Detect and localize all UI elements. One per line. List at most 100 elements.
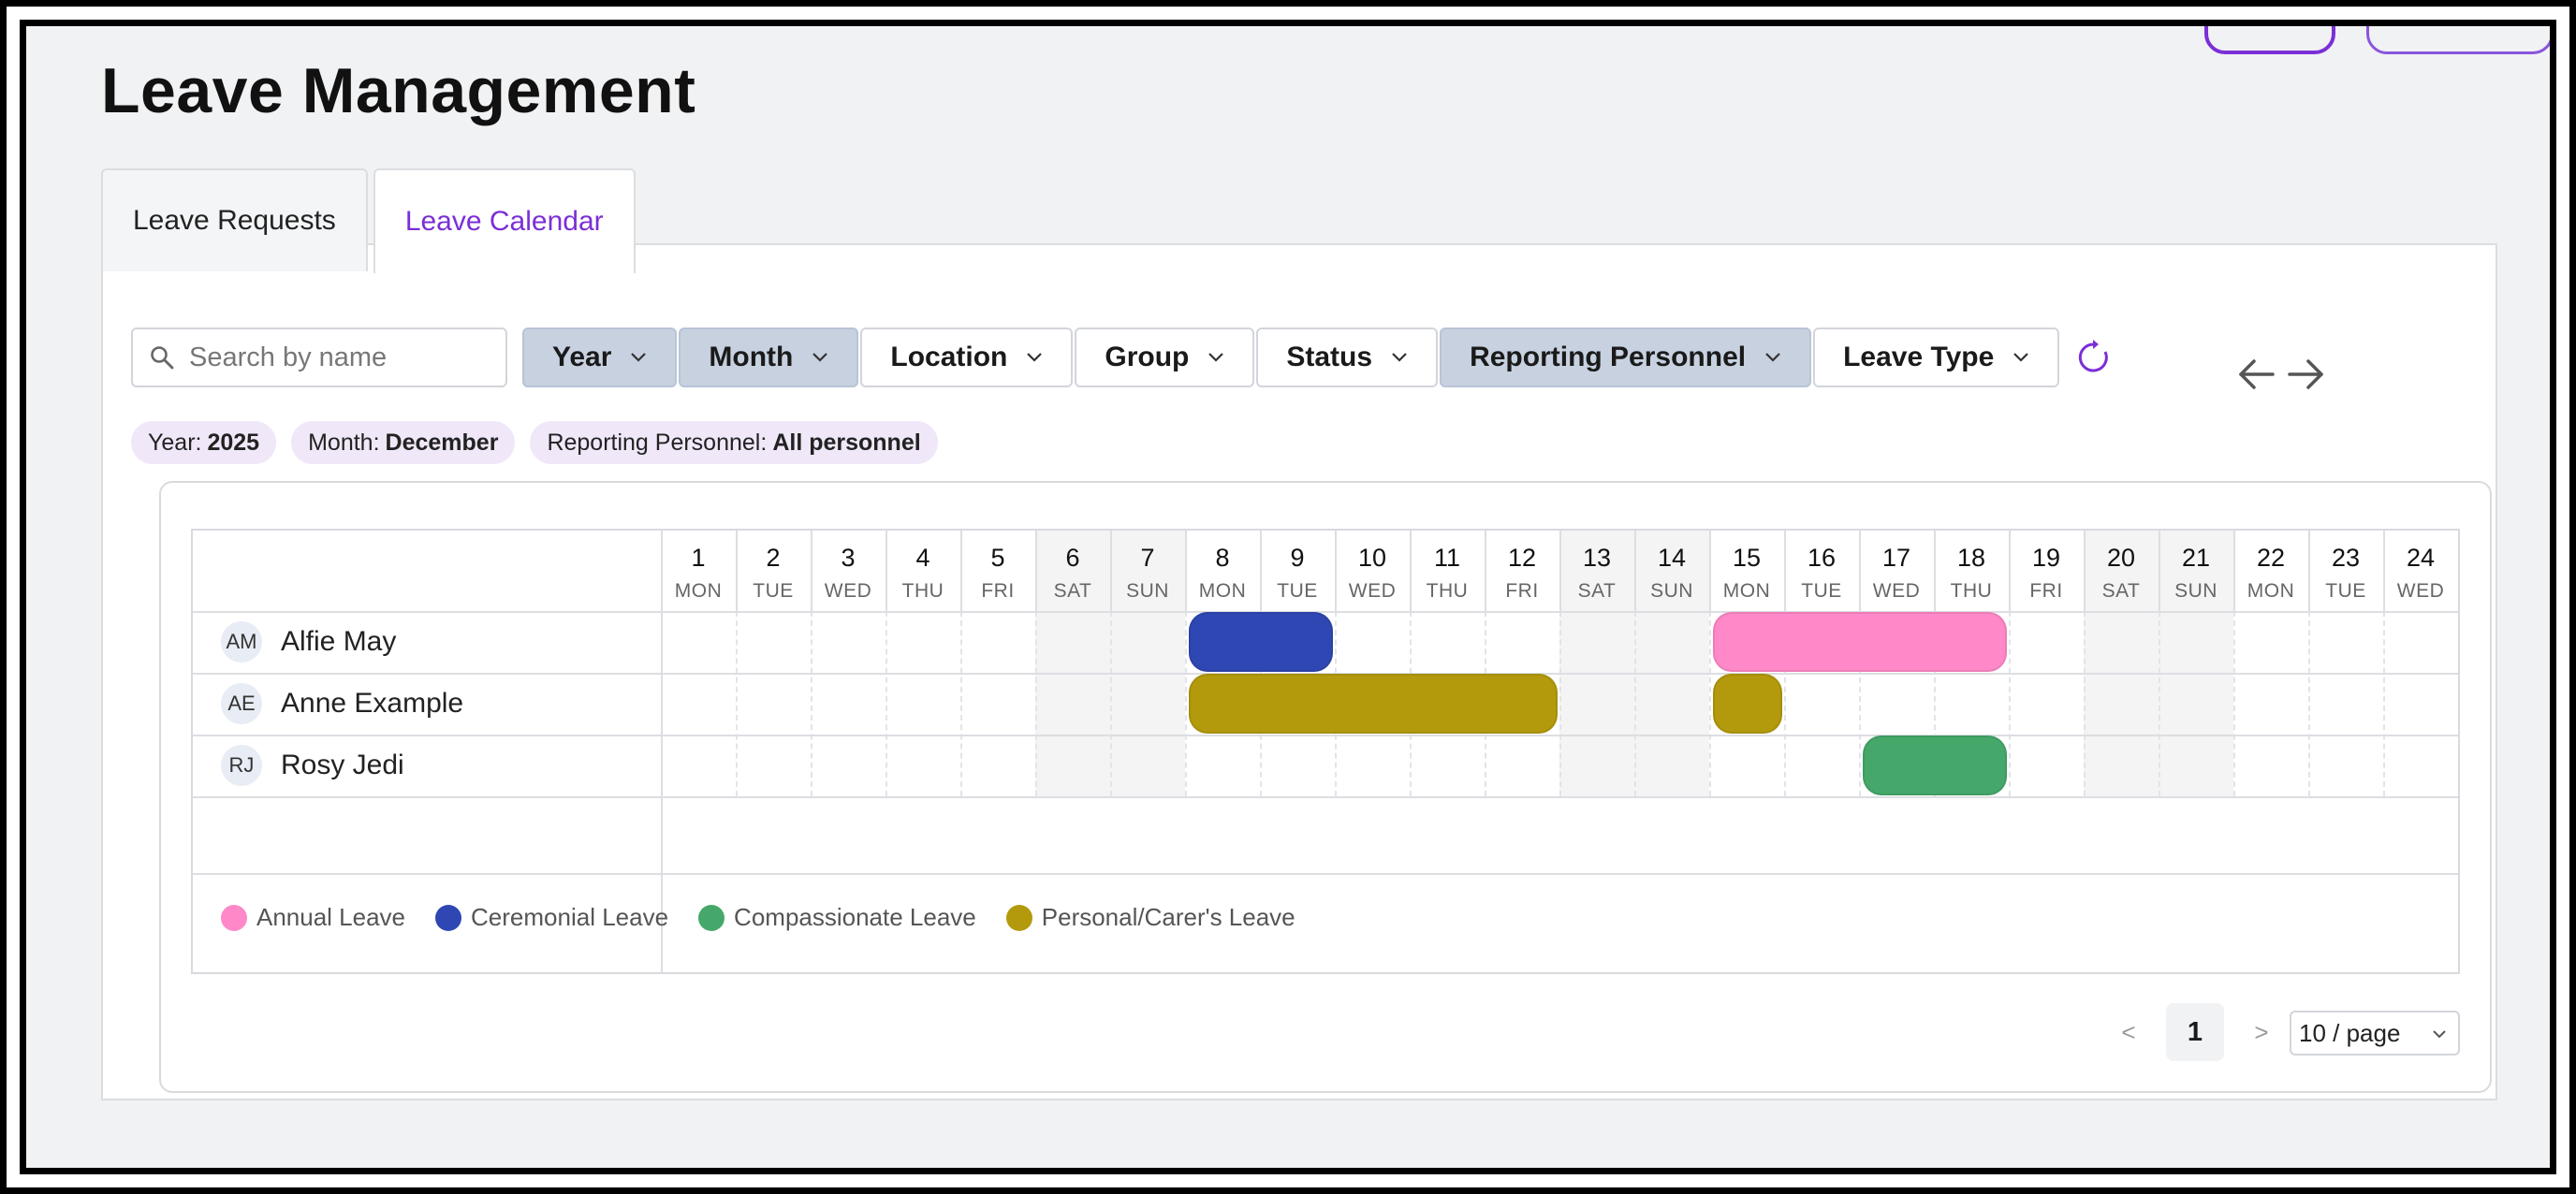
next-page-button[interactable]: > <box>2254 1017 2269 1046</box>
employee-name: Rosy Jedi <box>281 750 404 780</box>
day-grid-line <box>1934 611 1936 796</box>
day-of-week: TUE <box>1277 580 1318 602</box>
day-column-divider <box>1934 531 1936 611</box>
chevron-down-icon <box>631 353 647 362</box>
leave-bar[interactable] <box>1863 735 2007 795</box>
day-column-divider <box>2009 531 2011 611</box>
search-box[interactable] <box>131 328 507 387</box>
chevron-down-icon <box>1208 353 1224 362</box>
top-action-button-secondary[interactable] <box>2366 26 2550 54</box>
active-filter-chips: Year: 2025 Month: December Reporting Perso… <box>131 421 953 464</box>
day-of-week: MON <box>1198 580 1247 602</box>
weekend-shade <box>1634 531 1709 796</box>
day-header: 16 TUE <box>1784 531 1859 611</box>
filter-reporting-personnel[interactable]: Reporting Personnel <box>1440 328 1812 387</box>
legend-label: Compassionate Leave <box>734 903 976 931</box>
day-number: 5 <box>990 544 1005 572</box>
day-header: 20 SAT <box>2084 531 2159 611</box>
page-number-current[interactable]: 1 <box>2166 1003 2224 1061</box>
day-of-week: WED <box>824 580 872 602</box>
legend-color-dot <box>221 904 247 931</box>
employee-name: Alfie May <box>281 626 397 657</box>
day-number: 4 <box>915 544 930 572</box>
chevron-down-icon <box>2433 1030 2446 1039</box>
day-header: 7 SUN <box>1110 531 1185 611</box>
filter-label: Status <box>1286 342 1373 372</box>
day-column-divider <box>1035 531 1037 611</box>
leave-bar[interactable] <box>1189 612 1333 672</box>
employee-row-label[interactable]: AM Alfie May <box>221 611 396 673</box>
row-divider <box>193 611 2458 613</box>
filter-leave-type[interactable]: Leave Type <box>1813 328 2060 387</box>
day-grid-line <box>1784 611 1786 796</box>
arrow-right-icon[interactable] <box>2284 356 2327 393</box>
day-header: 4 THU <box>886 531 960 611</box>
arrow-left-icon[interactable] <box>2235 356 2278 393</box>
day-number: 13 <box>1582 544 1612 572</box>
day-grid-line <box>1709 611 1711 796</box>
row-divider <box>193 735 2458 736</box>
calendar-nav <box>2235 356 2333 393</box>
employee-row-label[interactable]: RJ Rosy Jedi <box>221 735 404 796</box>
refresh-icon[interactable] <box>2074 339 2112 376</box>
day-of-week: MON <box>674 580 723 602</box>
search-input[interactable] <box>189 342 498 373</box>
legend-label: Ceremonial Leave <box>471 903 669 931</box>
chevron-down-icon <box>2013 353 2029 362</box>
tab-leave-requests[interactable]: Leave Requests <box>101 168 368 271</box>
filter-month[interactable]: Month <box>679 328 859 387</box>
day-header: 13 SAT <box>1559 531 1634 611</box>
day-column-divider <box>2308 531 2310 611</box>
day-column-divider <box>1634 531 1636 611</box>
filter-status[interactable]: Status <box>1256 328 1439 387</box>
pagination: < 1 > <box>2110 1003 2280 1061</box>
day-header: 9 TUE <box>1260 531 1335 611</box>
day-grid-line <box>2084 611 2086 796</box>
tab-leave-calendar[interactable]: Leave Calendar <box>373 168 636 273</box>
name-column-divider <box>661 531 663 972</box>
employee-name: Anne Example <box>281 688 464 719</box>
employee-row-label[interactable]: AE Anne Example <box>221 673 463 735</box>
day-column-divider <box>1185 531 1187 611</box>
leave-bar[interactable] <box>1713 612 2007 672</box>
chip-year[interactable]: Year: 2025 <box>131 421 277 464</box>
chip-reporting-personnel[interactable]: Reporting Personnel: All personnel <box>530 421 938 464</box>
day-column-divider <box>2159 531 2160 611</box>
day-of-week: FRI <box>1505 580 1539 602</box>
weekend-shade <box>2084 531 2159 796</box>
day-of-week: FRI <box>2029 580 2063 602</box>
day-of-week: WED <box>2396 580 2445 602</box>
avatar: AE <box>221 683 262 724</box>
top-action-button-primary[interactable] <box>2204 26 2335 54</box>
filter-year[interactable]: Year <box>522 328 678 387</box>
filter-label: Year <box>552 342 612 372</box>
day-of-week: THU <box>1426 580 1469 602</box>
leave-bar[interactable] <box>1189 674 1558 734</box>
day-column-divider <box>2084 531 2086 611</box>
day-number: 9 <box>1290 544 1305 572</box>
day-number: 22 <box>2256 544 2286 572</box>
day-grid-line <box>2159 611 2160 796</box>
day-grid-line <box>2233 611 2235 796</box>
day-number: 24 <box>2406 544 2436 572</box>
day-number: 14 <box>1657 544 1687 572</box>
day-column-divider <box>2383 531 2385 611</box>
day-of-week: MON <box>2247 580 2295 602</box>
chip-month[interactable]: Month: December <box>291 421 516 464</box>
leave-calendar-grid: 1 MON 2 TUE 3 WED 4 THU 5 FRI 6 SAT 7 SUN 8 MON 9 TUE 10 WE… <box>191 529 2460 974</box>
page-size-select[interactable]: 10 / page <box>2290 1011 2460 1056</box>
day-header: 2 TUE <box>736 531 811 611</box>
day-of-week: TUE <box>753 580 794 602</box>
filter-location[interactable]: Location <box>860 328 1074 387</box>
leave-bar[interactable] <box>1713 674 1782 734</box>
day-column-divider <box>811 531 812 611</box>
day-number: 20 <box>2106 544 2136 572</box>
day-header: 19 FRI <box>2009 531 2084 611</box>
legend-label: Annual Leave <box>256 903 406 931</box>
avatar: RJ <box>221 745 262 786</box>
prev-page-button[interactable]: < <box>2121 1017 2136 1046</box>
day-of-week: FRI <box>981 580 1015 602</box>
day-number: 17 <box>1881 544 1911 572</box>
filter-label: Location <box>890 342 1008 372</box>
filter-group[interactable]: Group <box>1075 328 1255 387</box>
